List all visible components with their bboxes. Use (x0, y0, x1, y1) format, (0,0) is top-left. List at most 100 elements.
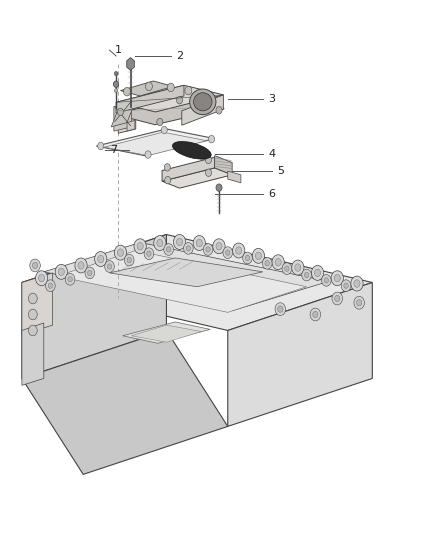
Circle shape (35, 271, 48, 286)
Circle shape (313, 311, 318, 318)
Circle shape (114, 245, 127, 260)
Circle shape (193, 236, 205, 251)
Circle shape (167, 83, 174, 92)
Circle shape (78, 262, 84, 269)
Circle shape (243, 252, 252, 264)
Circle shape (331, 271, 343, 286)
Circle shape (236, 247, 242, 254)
Circle shape (85, 267, 95, 279)
Circle shape (216, 243, 222, 250)
Circle shape (157, 239, 163, 247)
Text: 3: 3 (268, 94, 275, 103)
Circle shape (166, 247, 171, 252)
Polygon shape (215, 156, 232, 175)
Circle shape (278, 306, 283, 312)
Ellipse shape (194, 93, 212, 111)
Circle shape (314, 269, 321, 277)
Text: 6: 6 (268, 189, 275, 199)
Polygon shape (127, 120, 135, 131)
Circle shape (65, 273, 75, 285)
Polygon shape (114, 98, 224, 125)
Circle shape (48, 283, 53, 288)
Circle shape (213, 239, 225, 254)
Circle shape (186, 246, 191, 251)
Circle shape (55, 264, 67, 279)
Circle shape (285, 266, 289, 271)
Polygon shape (22, 330, 228, 474)
Circle shape (173, 235, 186, 249)
Circle shape (114, 88, 118, 93)
Circle shape (311, 265, 324, 280)
Circle shape (68, 277, 72, 282)
Circle shape (208, 135, 215, 143)
Polygon shape (110, 258, 263, 287)
Circle shape (351, 276, 363, 291)
Circle shape (98, 255, 104, 263)
Circle shape (354, 280, 360, 287)
Circle shape (117, 249, 124, 256)
Polygon shape (228, 171, 241, 183)
Circle shape (134, 239, 146, 254)
Circle shape (357, 300, 362, 306)
Text: 5: 5 (277, 166, 284, 175)
Circle shape (205, 156, 212, 164)
Circle shape (185, 86, 192, 95)
Circle shape (216, 184, 222, 191)
Circle shape (223, 247, 233, 259)
Polygon shape (131, 325, 201, 342)
Circle shape (282, 263, 292, 274)
Circle shape (354, 296, 364, 309)
Polygon shape (57, 251, 307, 312)
Polygon shape (162, 157, 215, 181)
Circle shape (124, 254, 134, 266)
Circle shape (105, 261, 114, 272)
Polygon shape (228, 282, 372, 426)
Circle shape (205, 169, 212, 176)
Circle shape (310, 308, 321, 321)
Circle shape (233, 243, 245, 258)
Circle shape (206, 247, 210, 252)
Polygon shape (22, 235, 166, 378)
Polygon shape (44, 243, 328, 311)
Circle shape (161, 126, 167, 134)
Polygon shape (111, 102, 135, 127)
Circle shape (46, 280, 55, 292)
Circle shape (113, 81, 119, 87)
Circle shape (177, 238, 183, 246)
Circle shape (98, 142, 104, 150)
Circle shape (332, 292, 343, 305)
Ellipse shape (190, 89, 216, 115)
Circle shape (32, 262, 38, 269)
Circle shape (226, 250, 230, 255)
Circle shape (144, 248, 154, 260)
Circle shape (304, 272, 309, 278)
Circle shape (88, 270, 92, 276)
Circle shape (275, 303, 286, 316)
Circle shape (117, 108, 124, 116)
Circle shape (145, 151, 151, 158)
Circle shape (30, 259, 40, 272)
Circle shape (272, 255, 284, 270)
Polygon shape (127, 58, 134, 70)
Circle shape (124, 87, 131, 96)
Circle shape (262, 257, 272, 269)
Circle shape (28, 293, 37, 304)
Circle shape (147, 251, 151, 256)
Circle shape (75, 258, 87, 273)
Circle shape (295, 264, 301, 271)
Polygon shape (96, 129, 215, 156)
Polygon shape (22, 323, 44, 385)
Circle shape (165, 176, 171, 184)
Circle shape (255, 252, 261, 260)
Circle shape (164, 164, 170, 171)
Polygon shape (162, 168, 232, 188)
Text: 1: 1 (115, 45, 122, 55)
Text: 7: 7 (110, 146, 117, 155)
Circle shape (177, 96, 183, 104)
Polygon shape (123, 322, 210, 343)
Circle shape (196, 239, 202, 247)
Polygon shape (182, 95, 223, 125)
Circle shape (145, 82, 152, 91)
Polygon shape (22, 235, 372, 330)
Circle shape (344, 283, 348, 288)
